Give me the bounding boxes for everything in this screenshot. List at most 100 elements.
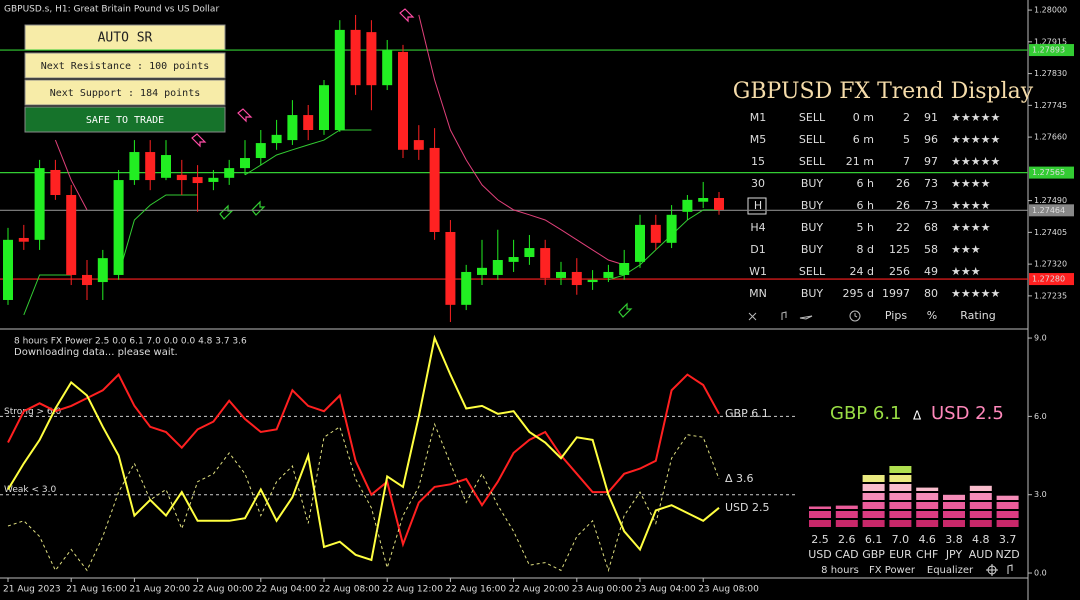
download-status: Downloading data... please wait.: [14, 347, 178, 358]
candle-body: [714, 197, 724, 210]
candle-body: [334, 29, 345, 131]
timeframe: 30: [751, 177, 765, 190]
x-tick-label: 22 Aug 12:00: [382, 585, 443, 595]
rating: ★★★★: [951, 221, 991, 234]
buy-arrow: [219, 204, 234, 220]
bar-value: 4.6: [918, 533, 936, 546]
candle-body: [445, 231, 456, 305]
candle-body: [255, 143, 266, 159]
support-box: [24, 79, 226, 106]
pips: 5: [903, 133, 910, 146]
percent: 73: [924, 177, 938, 190]
candle-body: [650, 224, 661, 243]
bar-value: 6.1: [865, 533, 883, 546]
percent: 58: [924, 243, 938, 256]
candle-body: [571, 271, 582, 286]
percent: 91: [924, 111, 938, 124]
timeframe: M5: [750, 133, 767, 146]
timeframe: W1: [749, 265, 767, 278]
level-tag: [1029, 44, 1074, 57]
candle-body: [477, 267, 487, 275]
candle-body: [382, 50, 393, 86]
x-tick-label: 22 Aug 00:00: [193, 585, 254, 595]
candle-body: [3, 239, 13, 300]
next-resistance: Next Resistance : 100 points: [41, 61, 210, 72]
candle-body: [413, 140, 424, 150]
alert-icon[interactable]: [799, 315, 813, 320]
signal-age: 21 m: [846, 155, 874, 168]
x-tick-label: 23 Aug 04:00: [635, 585, 696, 595]
signal-age: 0 m: [853, 111, 874, 124]
currency-label: NZD: [995, 548, 1019, 561]
y-tick-label: 6.0: [1034, 412, 1047, 421]
candle-body: [319, 85, 329, 131]
pips: 2: [903, 111, 910, 124]
bar-value: 7.0: [892, 533, 910, 546]
equalizer-bar: [943, 494, 965, 527]
percent: 96: [924, 133, 938, 146]
series-end-label: Δ 3.6: [725, 472, 754, 485]
bar-segment: [916, 520, 939, 527]
timeframe: 15: [751, 155, 765, 168]
series-end-label: USD 2.5: [725, 501, 770, 514]
percent: 49: [924, 265, 938, 278]
sound-icon[interactable]: [781, 311, 787, 320]
candle-body: [492, 260, 503, 275]
close-icon[interactable]: [748, 312, 757, 321]
level-tag: [1029, 166, 1074, 179]
table-footer: %: [927, 309, 937, 322]
bar-segment: [943, 502, 965, 509]
level-label: 1.27280: [1032, 275, 1065, 284]
signal: SELL: [799, 265, 826, 278]
x-tick-label: 22 Aug 16:00: [445, 585, 506, 595]
x-tick-label: 23 Aug 08:00: [698, 585, 759, 595]
currency-label: CAD: [835, 548, 859, 561]
x-tick-label: 21 Aug 2023: [3, 585, 61, 595]
bar-segment: [969, 493, 992, 500]
bar-segment: [916, 502, 939, 509]
bar-segment: [862, 502, 885, 509]
series-line: [23, 129, 719, 316]
bar-segment: [916, 487, 939, 491]
currency-label: CHF: [916, 548, 938, 561]
pips: 7: [903, 155, 910, 168]
trend-title: GBPUSD FX Trend Display: [733, 79, 1034, 104]
bar-segment: [862, 520, 885, 527]
signal-age: 8 d: [857, 243, 874, 256]
x-tick-label: 23 Aug 00:00: [572, 585, 633, 595]
bar-segment: [809, 520, 831, 527]
bar-segment: [889, 520, 912, 527]
candle-body: [97, 258, 108, 283]
table-footer: Rating: [960, 309, 995, 322]
timeframe-box: [747, 197, 767, 215]
bar-value: 3.7: [999, 533, 1017, 546]
candle-body: [176, 174, 187, 181]
rating: ★★★: [951, 243, 981, 256]
candle-body: [66, 195, 77, 275]
x-tick-label: 22 Aug 08:00: [319, 585, 380, 595]
threshold-label: Strong > 6.0: [4, 407, 62, 417]
series-line: [54, 14, 625, 266]
candle-body: [556, 271, 566, 278]
bar-segment: [835, 505, 858, 509]
timeframe: H: [754, 199, 762, 212]
rating: ★★★★★: [951, 111, 1000, 124]
signal-age: 6 m: [853, 133, 874, 146]
clock-icon: [849, 310, 861, 322]
candle-body: [366, 32, 377, 86]
threshold-label: Weak < 3.0: [4, 485, 56, 495]
y-tick-label: 1.27830: [1034, 69, 1067, 78]
x-tick-label: 22 Aug 04:00: [256, 585, 317, 595]
y-tick-label: 3.0: [1034, 490, 1047, 499]
sound-icon[interactable]: [1007, 564, 1013, 574]
x-tick-label: 21 Aug 16:00: [66, 585, 127, 595]
y-tick-label: 1.27660: [1034, 133, 1067, 142]
signal: SELL: [799, 133, 826, 146]
candle-body: [240, 158, 250, 169]
equalizer-bar: [862, 475, 885, 527]
y-tick-label: 9.0: [1034, 334, 1047, 343]
bar-segment: [809, 506, 831, 509]
y-tick-label: 1.27745: [1034, 101, 1067, 110]
signal: BUY: [801, 221, 824, 234]
